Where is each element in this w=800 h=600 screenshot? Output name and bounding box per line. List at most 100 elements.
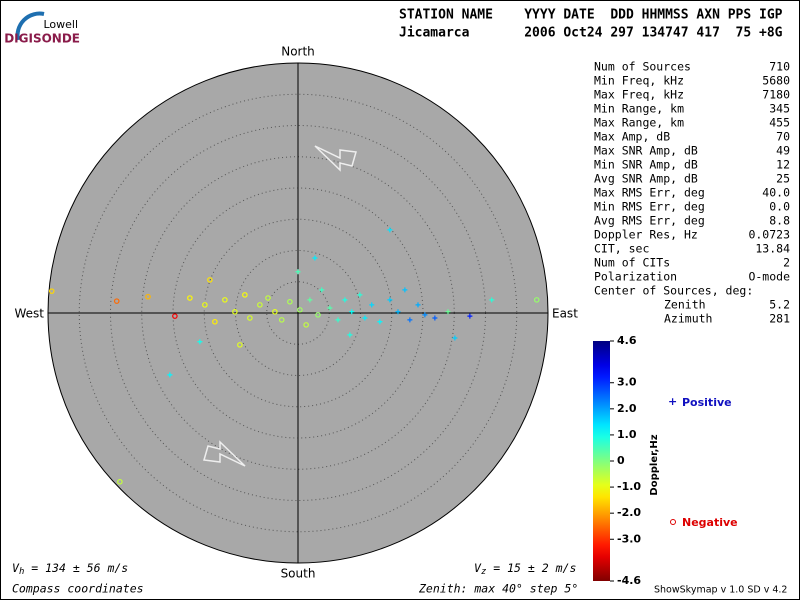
source-negative [278, 317, 285, 323]
west-label: West [14, 307, 44, 321]
stat-label: Max Amp, dB [594, 130, 670, 144]
stat-value: 25 [776, 172, 790, 186]
stat-value: 12 [776, 158, 790, 172]
negative-marker [670, 519, 676, 525]
source-positive [489, 297, 495, 303]
source-positive [347, 332, 353, 338]
stat-label: Max Freq, kHz [594, 88, 684, 102]
center-label: Azimuth [664, 312, 712, 326]
stat-label: CIT, sec [594, 242, 649, 256]
source-negative [257, 302, 263, 308]
stat-label: Num of CITs [594, 256, 670, 270]
colorbar-tick-label: 0 [617, 454, 625, 467]
stat-value: O-mode [748, 270, 790, 284]
south-label: South [281, 567, 316, 581]
source-negative [117, 478, 123, 485]
stat-value: 70 [776, 130, 790, 144]
source-negative [187, 295, 193, 301]
source-negative [48, 288, 55, 294]
stat-value: 710 [769, 60, 790, 74]
stat-label: Doppler Res, Hz [594, 228, 698, 242]
logo-bottom: DIGISONDE [4, 32, 80, 46]
stat-value: 0.0 [769, 200, 790, 214]
stat-label: Min Freq, kHz [594, 74, 684, 88]
source-positive [452, 335, 458, 341]
colorbar-tick-label: -4.6 [617, 574, 641, 587]
source-negative [145, 293, 151, 300]
stat-label: Max Range, km [594, 116, 684, 130]
logo-swoosh [15, 11, 45, 41]
source-positive [167, 372, 173, 378]
source-negative [303, 322, 309, 328]
coords-text: Compass coordinates [12, 582, 144, 596]
east-label: East [552, 307, 578, 321]
stat-value: 7180 [762, 88, 790, 102]
source-negative [212, 318, 218, 325]
source-positive [197, 339, 203, 345]
source-positive [467, 313, 473, 319]
source-positive [362, 315, 368, 321]
source-positive [295, 269, 301, 275]
source-positive [307, 297, 313, 303]
header-labels: STATION NAME YYYY DATE DDD HHMMSS AXN PP… [399, 8, 783, 23]
source-negative [265, 295, 271, 301]
logo-top: Lowell [43, 18, 78, 31]
version-text: ShowSkymap v 1.0 SD v 4.2 [654, 585, 787, 596]
source-positive [342, 297, 348, 303]
colorbar-tick-label: -2.0 [617, 506, 641, 519]
source-positive [327, 305, 333, 311]
source-negative [172, 313, 178, 319]
stat-label: Max SNR Amp, dB [594, 144, 698, 158]
rotation-arrow [203, 440, 246, 467]
header-values: Jicamarca 2006 Oct24 297 134747 417 75 +… [399, 26, 783, 41]
stat-value: 345 [769, 102, 790, 116]
source-negative [533, 297, 540, 303]
north-label: North [281, 45, 315, 59]
source-negative [207, 277, 213, 283]
colorbar-tick-label: -1.0 [617, 480, 641, 493]
source-negative [232, 308, 238, 315]
rotation-arrow [314, 145, 357, 172]
source-positive [445, 309, 451, 315]
source-positive [387, 227, 393, 233]
source-negative [315, 312, 321, 318]
stat-value: 455 [769, 116, 790, 130]
source-positive [377, 319, 383, 325]
colorbar [593, 341, 610, 581]
source-positive [422, 312, 428, 318]
source-positive [415, 302, 421, 308]
center-value: 5.2 [769, 298, 790, 312]
colorbar-tick-label: 1.0 [617, 428, 637, 441]
colorbar-tick-label: 4.6 [617, 334, 637, 347]
source-positive [357, 292, 363, 298]
stat-label: Min RMS Err, deg [594, 200, 705, 214]
colorbar-tick-label: -3.0 [617, 532, 641, 545]
legend-negative: Negative [682, 516, 738, 529]
source-positive [395, 309, 401, 315]
source-positive [432, 315, 438, 321]
source-positive [369, 302, 375, 308]
zenith-text: Zenith: max 40° step 5° [418, 582, 578, 596]
colorbar-label: Doppler,Hz [649, 434, 660, 495]
source-negative [242, 292, 248, 298]
source-positive [319, 287, 325, 293]
stat-label: Avg RMS Err, deg [594, 214, 705, 228]
stat-value: 40.0 [762, 186, 790, 200]
positive-marker: + [668, 395, 677, 408]
stat-value: 2 [783, 256, 790, 270]
source-negative [222, 297, 228, 303]
stat-label: Num of Sources [594, 60, 691, 74]
legend-positive: Positive [682, 396, 732, 409]
source-positive [387, 297, 393, 303]
stat-label: Avg SNR Amp, dB [594, 172, 698, 186]
stat-label: Min Range, km [594, 102, 684, 116]
source-negative [113, 298, 120, 304]
stat-value: 5680 [762, 74, 790, 88]
stat-value: 8.8 [769, 214, 790, 228]
center-title: Center of Sources, deg: [594, 284, 753, 298]
center-value: 281 [769, 312, 790, 326]
colorbar-tick-label: 3.0 [617, 376, 637, 389]
stat-label: Polarization [594, 270, 677, 284]
stat-value: 0.0723 [748, 228, 790, 242]
source-negative [202, 302, 208, 308]
